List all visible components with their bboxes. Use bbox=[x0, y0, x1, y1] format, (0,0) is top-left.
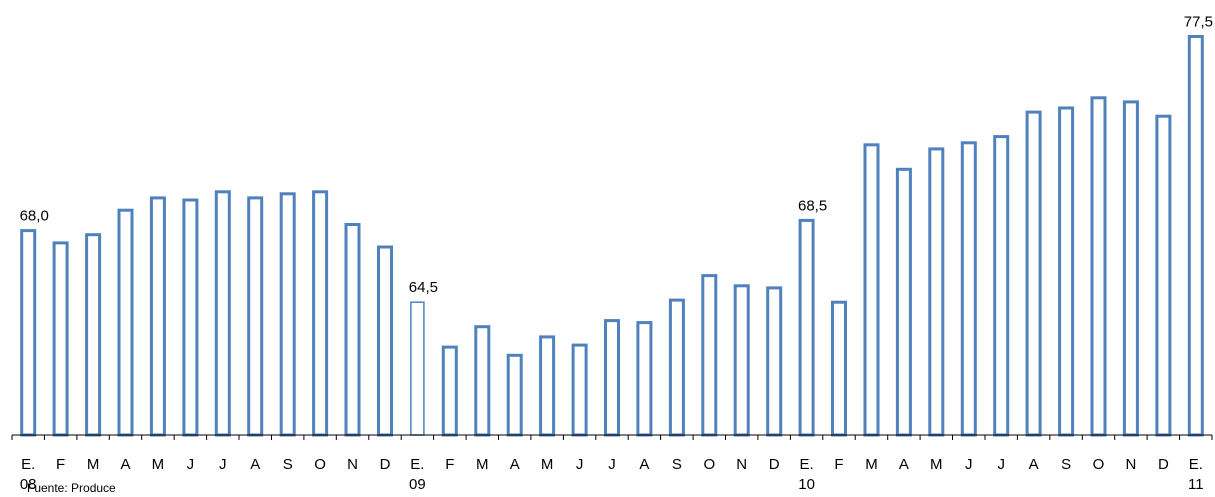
x-axis-ticks bbox=[11, 435, 1213, 440]
bar bbox=[636, 321, 653, 437]
x-tick-label: E. bbox=[1189, 456, 1203, 473]
bar bbox=[993, 135, 1010, 437]
x-tick-label: S bbox=[672, 456, 682, 473]
x-tick-label: E. bbox=[800, 456, 814, 473]
x-tick-label: M bbox=[152, 456, 165, 473]
data-label: 64,5 bbox=[409, 279, 438, 296]
data-label: 68,0 bbox=[20, 208, 49, 225]
x-tick-label: E. bbox=[410, 456, 424, 473]
bar bbox=[766, 286, 783, 437]
x-year-label: 09 bbox=[409, 476, 426, 493]
x-tick-label: D bbox=[769, 456, 780, 473]
bar bbox=[960, 141, 977, 437]
bar bbox=[895, 167, 912, 437]
x-tick-label: A bbox=[120, 456, 130, 473]
bar bbox=[214, 190, 231, 437]
bar bbox=[344, 223, 361, 437]
bar bbox=[52, 241, 69, 437]
bar bbox=[247, 196, 264, 437]
x-axis-year-labels: 08 09 10 11 bbox=[20, 476, 1204, 493]
x-tick-label: J bbox=[965, 456, 973, 473]
x-tick-label: J bbox=[576, 456, 584, 473]
x-tick-label: J bbox=[219, 456, 227, 473]
x-tick-label: A bbox=[1029, 456, 1039, 473]
x-tick-label: D bbox=[1158, 456, 1169, 473]
bar bbox=[149, 196, 166, 437]
x-tick-label: O bbox=[314, 456, 326, 473]
x-tick-label: M bbox=[865, 456, 878, 473]
bar bbox=[1058, 106, 1075, 437]
x-tick-label: O bbox=[1093, 456, 1105, 473]
x-tick-label: J bbox=[187, 456, 195, 473]
bar bbox=[733, 284, 750, 437]
bar bbox=[1155, 114, 1172, 437]
x-axis-month-labels: E. F M A M J J A S O N D E. F M A M J J A S O N D E. F M A M J J A S O N D E… bbox=[21, 456, 1203, 473]
bar bbox=[1187, 35, 1204, 437]
x-tick-label: A bbox=[639, 456, 649, 473]
bar bbox=[928, 147, 945, 437]
x-year-label: 11 bbox=[1188, 476, 1204, 493]
x-tick-label: D bbox=[380, 456, 391, 473]
x-tick-label: J bbox=[608, 456, 616, 473]
bar bbox=[1122, 100, 1139, 437]
bars-group bbox=[20, 35, 1204, 437]
x-tick-label: F bbox=[445, 456, 454, 473]
x-tick-label: N bbox=[1125, 456, 1136, 473]
x-year-label: 10 bbox=[798, 476, 815, 493]
bar bbox=[1090, 96, 1107, 437]
bar bbox=[182, 198, 199, 437]
x-tick-label: F bbox=[56, 456, 65, 473]
x-tick-label: N bbox=[736, 456, 747, 473]
bar bbox=[20, 229, 37, 437]
bar bbox=[410, 301, 425, 436]
bar bbox=[539, 335, 556, 437]
bar bbox=[571, 343, 588, 437]
x-tick-label: S bbox=[1061, 456, 1071, 473]
bar bbox=[831, 300, 847, 437]
bar bbox=[312, 190, 329, 437]
x-tick-label: A bbox=[250, 456, 260, 473]
data-label: 68,5 bbox=[798, 197, 827, 214]
bar bbox=[441, 345, 458, 437]
x-tick-label: M bbox=[476, 456, 489, 473]
bar bbox=[798, 218, 815, 437]
x-tick-label: E. bbox=[21, 456, 35, 473]
x-tick-label: M bbox=[541, 456, 554, 473]
x-tick-label: J bbox=[997, 456, 1005, 473]
bar bbox=[377, 245, 393, 437]
bar bbox=[85, 233, 102, 437]
bar bbox=[701, 274, 718, 437]
x-tick-label: A bbox=[510, 456, 520, 473]
x-tick-label: S bbox=[283, 456, 293, 473]
x-tick-label: A bbox=[899, 456, 909, 473]
bar bbox=[1025, 110, 1042, 437]
data-label: 77,5 bbox=[1184, 14, 1213, 31]
bar bbox=[863, 143, 880, 437]
source-note: Fuente: Produce bbox=[27, 481, 116, 495]
x-tick-label: M bbox=[930, 456, 943, 473]
x-year-label: 08 bbox=[20, 476, 37, 493]
bar bbox=[506, 353, 523, 437]
bar bbox=[474, 325, 491, 437]
bar bbox=[668, 298, 685, 437]
bar bbox=[604, 319, 620, 437]
data-labels: 68,0 64,5 68,5 77,5 bbox=[20, 14, 1213, 297]
x-tick-label: N bbox=[347, 456, 358, 473]
bar bbox=[279, 192, 296, 437]
x-tick-label: M bbox=[87, 456, 100, 473]
x-tick-label: O bbox=[703, 456, 715, 473]
bar bbox=[117, 208, 134, 437]
x-tick-label: F bbox=[834, 456, 843, 473]
